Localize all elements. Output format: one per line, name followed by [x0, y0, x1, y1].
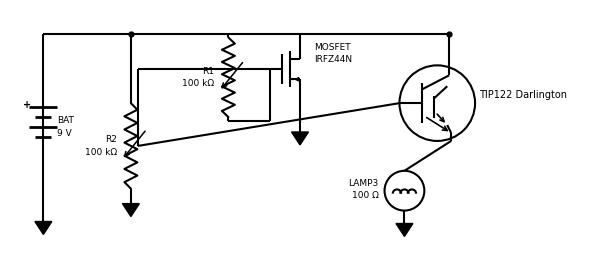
Polygon shape: [35, 222, 52, 234]
Text: R2
100 kΩ: R2 100 kΩ: [85, 135, 117, 157]
Polygon shape: [396, 223, 413, 236]
Text: R1
100 kΩ: R1 100 kΩ: [182, 67, 214, 88]
Text: LAMP3
100 Ω: LAMP3 100 Ω: [349, 179, 379, 200]
Text: MOSFET
IRFZ44N: MOSFET IRFZ44N: [314, 43, 352, 64]
Text: +: +: [23, 100, 32, 110]
Text: BAT
9 V: BAT 9 V: [57, 116, 74, 138]
Polygon shape: [292, 132, 308, 145]
Text: TIP122 Darlington: TIP122 Darlington: [479, 90, 567, 100]
Polygon shape: [122, 204, 139, 217]
